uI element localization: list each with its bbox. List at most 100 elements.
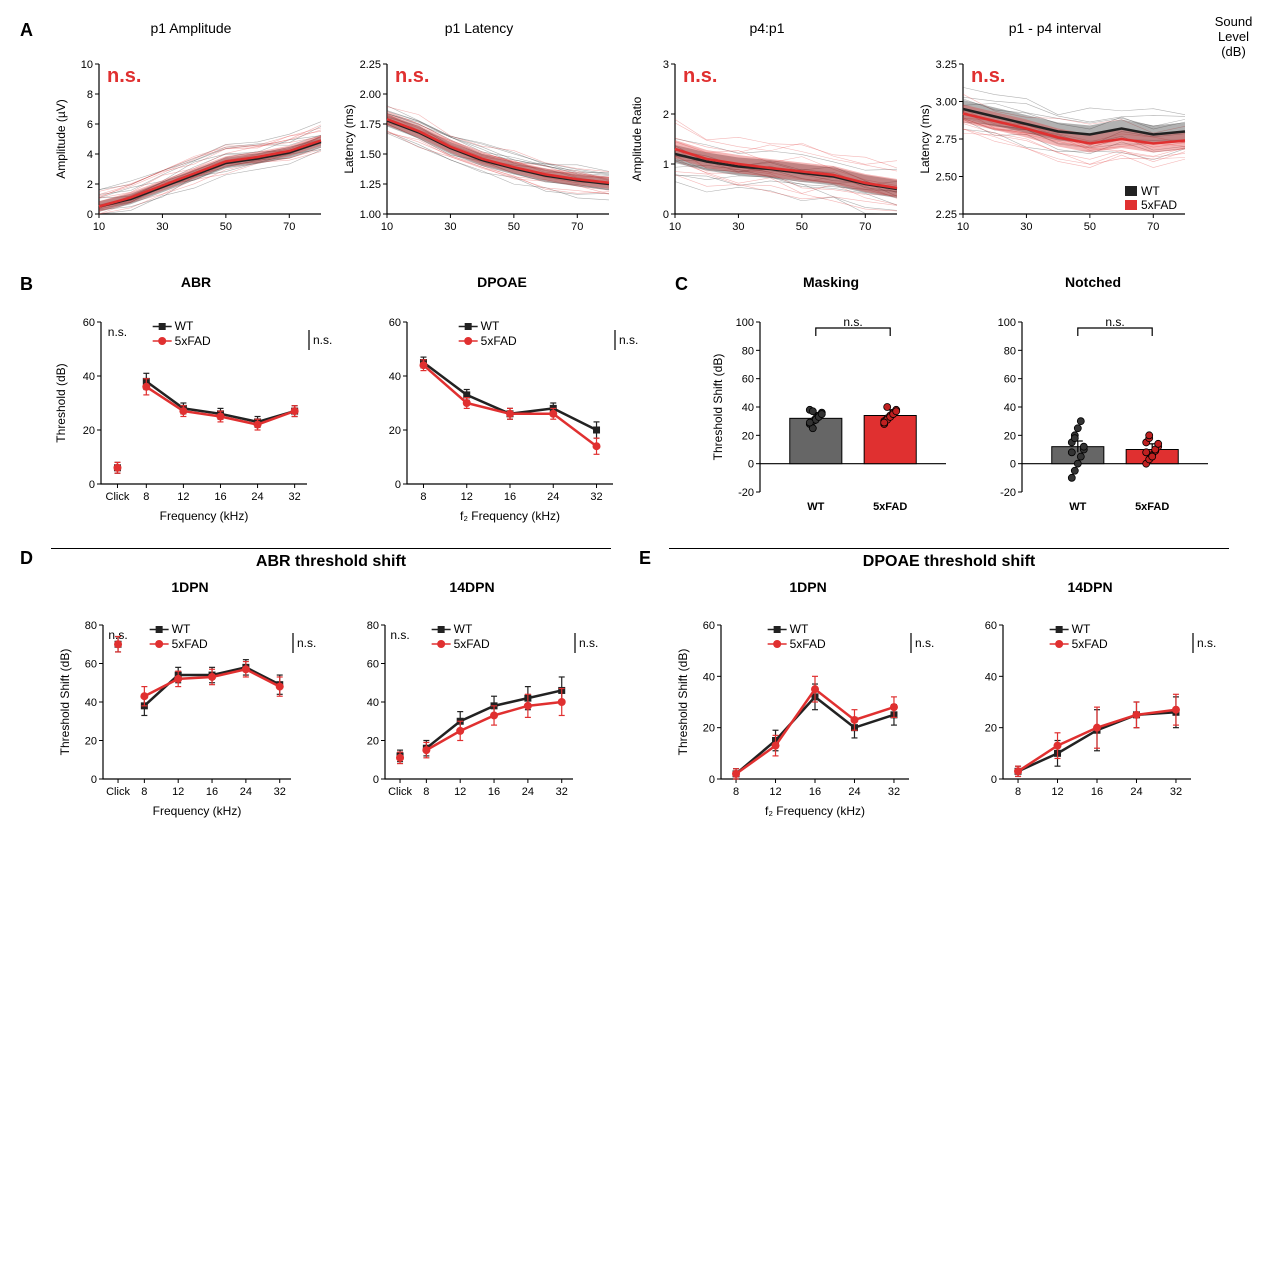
line-chart: 1DPN0204060812162432Threshold Shift (dB)…	[673, 579, 943, 819]
svg-text:20: 20	[389, 425, 401, 437]
svg-text:60: 60	[742, 374, 754, 386]
svg-text:100: 100	[736, 317, 754, 329]
svg-text:24: 24	[251, 491, 263, 503]
svg-text:Frequency (kHz): Frequency (kHz)	[153, 804, 242, 818]
svg-text:8: 8	[733, 786, 739, 798]
panel-de-row: D ABR threshold shift 1DPN020406080Click…	[20, 548, 1260, 819]
svg-text:Latency (ms): Latency (ms)	[342, 104, 356, 173]
svg-text:5xFAD: 5xFAD	[454, 637, 490, 651]
svg-text:32: 32	[888, 786, 900, 798]
svg-text:32: 32	[289, 491, 301, 503]
svg-text:2: 2	[87, 179, 93, 191]
svg-text:0: 0	[991, 774, 997, 786]
svg-text:3.25: 3.25	[936, 59, 957, 71]
svg-text:5xFAD: 5xFAD	[1135, 501, 1169, 513]
svg-text:70: 70	[859, 221, 871, 233]
svg-text:16: 16	[214, 491, 226, 503]
svg-text:n.s.: n.s.	[843, 315, 862, 329]
svg-text:40: 40	[389, 371, 401, 383]
svg-text:20: 20	[703, 723, 715, 735]
svg-text:10: 10	[81, 59, 93, 71]
svg-text:0: 0	[91, 774, 97, 786]
panel-e-section-title: DPOAE threshold shift	[669, 548, 1229, 571]
svg-text:10: 10	[669, 221, 681, 233]
svg-text:80: 80	[85, 620, 97, 632]
svg-text:Threshold Shift (dB): Threshold Shift (dB)	[58, 649, 72, 756]
svg-text:60: 60	[83, 317, 95, 329]
svg-text:24: 24	[547, 491, 559, 503]
panel-a-chart-1: p1 Latency1.001.251.501.752.002.25103050…	[339, 20, 619, 250]
svg-text:0: 0	[709, 774, 715, 786]
svg-text:-20: -20	[1000, 487, 1016, 499]
svg-text:WT: WT	[807, 501, 824, 513]
svg-text:16: 16	[488, 786, 500, 798]
panel-a-label: A	[20, 20, 33, 41]
svg-text:WT: WT	[172, 622, 191, 636]
svg-text:6: 6	[87, 119, 93, 131]
svg-text:2.25: 2.25	[360, 59, 381, 71]
svg-text:Threshold Shift (dB): Threshold Shift (dB)	[676, 649, 690, 756]
line-chart: 14DPN020406080Click812162432WT5xFADn.s.n…	[337, 579, 607, 819]
chart-title: Masking	[803, 274, 859, 290]
svg-text:0: 0	[87, 209, 93, 221]
panel-e-label: E	[639, 548, 651, 569]
svg-text:12: 12	[454, 786, 466, 798]
svg-text:4: 4	[87, 149, 93, 161]
svg-text:n.s.: n.s.	[297, 636, 316, 650]
panel-b-label: B	[20, 274, 33, 295]
panel-d-section-title: ABR threshold shift	[51, 548, 611, 571]
svg-text:0: 0	[663, 209, 669, 221]
svg-text:n.s.: n.s.	[915, 636, 934, 650]
svg-text:40: 40	[703, 671, 715, 683]
panel-a-chart-0: p1 Amplitude024681010305070Amplitude (µV…	[51, 20, 331, 250]
svg-text:80: 80	[1004, 345, 1016, 357]
svg-text:2.00: 2.00	[360, 89, 381, 101]
svg-text:0: 0	[373, 774, 379, 786]
svg-text:n.s.: n.s.	[395, 65, 429, 87]
svg-text:16: 16	[1091, 786, 1103, 798]
svg-text:8: 8	[423, 786, 429, 798]
svg-text:1: 1	[663, 159, 669, 171]
panel-bc-row: B ABR0204060Click812162432Threshold (dB)…	[20, 274, 1260, 524]
svg-text:f₂ Frequency (kHz): f₂ Frequency (kHz)	[460, 509, 560, 523]
svg-text:12: 12	[172, 786, 184, 798]
svg-text:12: 12	[1051, 786, 1063, 798]
svg-text:Amplitude (µV): Amplitude (µV)	[54, 99, 68, 179]
panel-a-row: A p1 Amplitude024681010305070Amplitude (…	[20, 20, 1260, 250]
svg-text:n.s.: n.s.	[313, 333, 332, 347]
svg-text:16: 16	[504, 491, 516, 503]
panel-a-xlabel: Sound Level (dB)	[1207, 14, 1260, 59]
svg-text:0: 0	[395, 479, 401, 491]
svg-text:n.s.: n.s.	[390, 628, 409, 642]
svg-text:8: 8	[143, 491, 149, 503]
svg-text:20: 20	[85, 736, 97, 748]
svg-text:Threshold (dB): Threshold (dB)	[54, 363, 68, 442]
svg-text:n.s.: n.s.	[683, 65, 717, 87]
svg-text:40: 40	[742, 402, 754, 414]
chart-title: ABR	[181, 274, 211, 290]
svg-text:70: 70	[283, 221, 295, 233]
svg-text:12: 12	[769, 786, 781, 798]
svg-text:40: 40	[1004, 402, 1016, 414]
svg-text:f₂ Frequency (kHz): f₂ Frequency (kHz)	[765, 804, 865, 818]
svg-text:Threshold Shift (dB): Threshold Shift (dB)	[711, 354, 725, 461]
chart-title: Notched	[1065, 274, 1121, 290]
svg-text:2.50: 2.50	[936, 172, 957, 184]
svg-text:WT: WT	[481, 319, 500, 333]
chart-title: 14DPN	[449, 579, 494, 595]
svg-text:24: 24	[848, 786, 860, 798]
svg-text:60: 60	[1004, 374, 1016, 386]
svg-text:WT: WT	[1072, 622, 1091, 636]
svg-text:5xFAD: 5xFAD	[873, 501, 907, 513]
line-chart: ABR0204060Click812162432Threshold (dB)Fr…	[51, 274, 341, 524]
svg-text:24: 24	[1130, 786, 1142, 798]
svg-text:20: 20	[1004, 430, 1016, 442]
svg-text:30: 30	[732, 221, 744, 233]
svg-text:100: 100	[998, 317, 1016, 329]
svg-text:30: 30	[1020, 221, 1032, 233]
svg-text:40: 40	[985, 671, 997, 683]
panel-a-chart-2: p4:p1012310305070Amplitude Ration.s.	[627, 20, 907, 250]
svg-text:60: 60	[389, 317, 401, 329]
svg-text:1.75: 1.75	[360, 119, 381, 131]
line-chart: 1DPN020406080Click812162432Threshold Shi…	[55, 579, 325, 819]
